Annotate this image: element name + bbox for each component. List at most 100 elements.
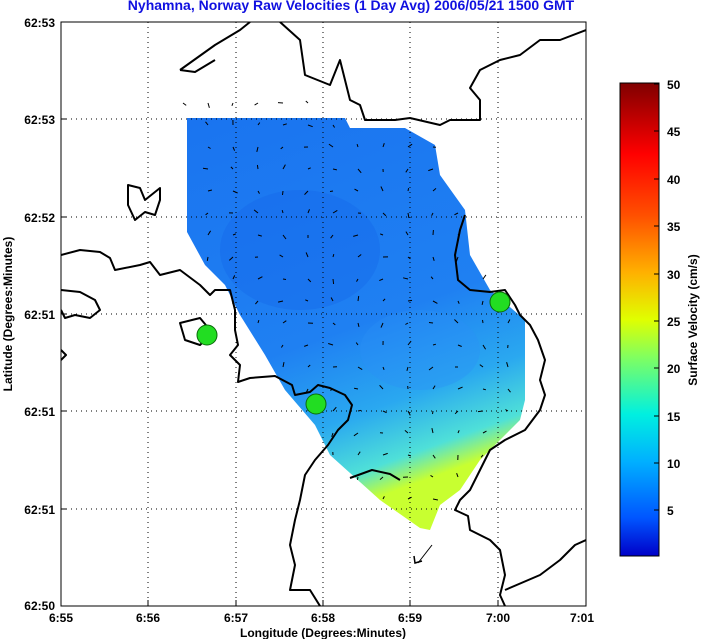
velocity-vector [232,146,236,151]
velocity-vector [382,452,388,456]
velocity-vector [332,124,336,128]
velocity-vector [330,234,334,239]
velocity-vector [354,188,359,192]
y-axis-label: Latitude (Degrees:Minutes) [1,237,15,392]
velocity-vector [379,476,384,480]
velocity-vector [356,476,359,481]
colorbar [619,82,660,557]
velocity-vector [207,189,213,192]
velocity-vector [353,234,359,237]
velocity-vector [307,167,311,170]
velocity-vector [379,278,384,282]
velocity-vector [332,168,338,171]
vector-scale-arrow [417,544,433,564]
velocity-vector [307,364,311,368]
y-tick-label: 62:52 [24,211,55,225]
velocity-vector [307,209,310,214]
velocity-vector [405,168,409,173]
velocity-vector [432,498,438,501]
velocity-vector [407,212,410,218]
velocity-vector [407,496,412,500]
velocity-vector [430,474,434,478]
x-tick-label: 7:00 [486,611,510,625]
velocity-vector [407,256,411,260]
velocity-vector [207,230,212,236]
velocity-vector [205,212,209,216]
velocity-vector [482,274,487,280]
colorbar-tick-label: 15 [667,410,681,424]
y-tick-label: 62:51 [24,308,55,322]
velocity-vector [406,366,409,371]
velocity-vector [457,386,463,390]
velocity-vector [355,342,359,346]
velocity-vector [405,322,409,325]
velocity-vector [205,121,209,126]
velocity-vector [407,340,412,346]
velocity-vector [382,212,387,217]
velocity-vector [282,320,287,324]
x-tick-label: 6:56 [136,611,160,625]
station-south[interactable] [305,393,327,415]
colorbar-tick-label: 10 [667,457,681,471]
colorbar-tick-label: 20 [667,362,681,376]
velocity-vector [305,100,309,104]
velocity-vector [207,146,211,149]
velocity-vector [228,256,234,261]
velocity-vector [380,233,384,236]
velocity-vector [454,212,459,216]
velocity-vector [382,410,387,414]
x-tick-label: 6:55 [49,611,73,625]
velocity-vector [407,299,413,302]
velocity-vector [405,231,409,236]
y-tick-label: 62:51 [24,405,55,419]
velocity-vector [357,366,363,371]
velocity-vector [432,410,434,415]
velocity-field [187,118,525,530]
velocity-vector [256,146,259,153]
velocity-vector [357,322,360,328]
velocity-vector [307,124,313,128]
velocity-vector [304,344,309,347]
velocity-vector [279,254,284,258]
velocity-vector [428,168,434,172]
velocity-vector [202,167,209,170]
velocity-vector [357,168,362,174]
velocity-vector [356,143,359,148]
velocity-vector [282,234,287,240]
velocity-vector [305,299,309,302]
y-tick-label: 62:53 [24,16,55,30]
coastline [61,22,586,606]
velocity-vector [354,387,359,390]
velocity-vector [428,322,434,324]
velocity-vector [329,190,334,192]
x-tick-label: 6:57 [224,611,248,625]
velocity-vector [379,384,384,390]
colorbar-tick-label: 5 [667,504,674,518]
y-tick-label: 62:51 [24,503,55,517]
velocity-vector [432,256,435,261]
velocity-vector [357,451,361,456]
velocity-vector [382,496,385,500]
station-west[interactable] [196,324,218,346]
station-east[interactable] [489,291,511,313]
velocity-vector [332,322,336,326]
velocity-vector [280,344,284,348]
velocity-vector [382,143,385,148]
velocity-vector [482,430,487,434]
velocity-vector [207,102,210,108]
velocity-vector [380,186,384,192]
velocity-vector [357,409,362,412]
velocity-vector [305,388,309,394]
velocity-vector [257,276,263,280]
axis-ticks [60,21,587,606]
velocity-vector [507,388,511,393]
velocity-vector [331,432,334,437]
velocity-vector [482,388,487,391]
velocity-vector [407,187,410,192]
velocity-vector [456,473,459,478]
velocity-vector [305,252,309,258]
velocity-vector [232,233,236,236]
velocity-vector [256,164,259,170]
x-tick-label: 6:58 [311,611,335,625]
velocity-vector [482,344,487,350]
